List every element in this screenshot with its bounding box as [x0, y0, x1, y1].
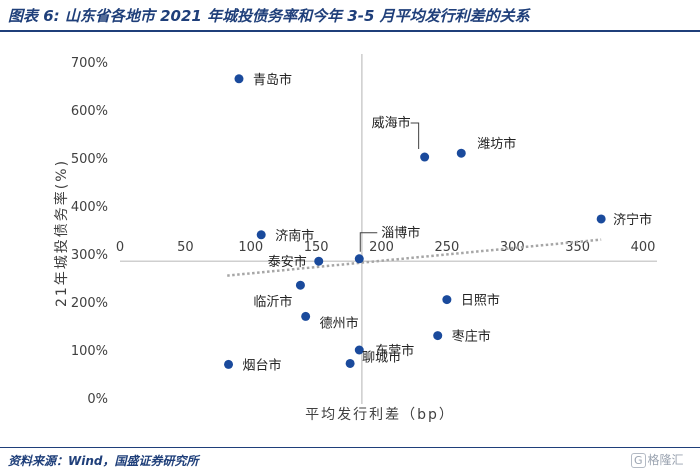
point-label: 济南市 [275, 228, 314, 244]
x-tick-label: 400 [631, 240, 656, 255]
point-label: 泰安市 [268, 254, 307, 270]
data-point [314, 256, 324, 266]
point-label: 临沂市 [253, 294, 292, 310]
data-point [256, 230, 266, 240]
data-point [354, 254, 364, 264]
label-leader-line [359, 232, 378, 252]
data-points [224, 74, 606, 369]
x-tick-labels: 050100150200250300350400 [116, 240, 656, 255]
y-tick-label: 300% [71, 248, 108, 263]
y-tick-label: 600% [71, 104, 108, 119]
point-label: 淄博市 [381, 225, 420, 241]
point-label: 东营市 [375, 343, 414, 359]
point-label: 德州市 [320, 315, 359, 331]
y-axis-label: 21年城投债务率(%) [53, 159, 70, 307]
data-point [354, 345, 364, 355]
y-tick-label: 400% [71, 200, 108, 215]
data-point [224, 359, 234, 369]
figure-title: 图表 6: 山东省各地市 2021 年城投债务率和今年 3-5 月平均发行利差的… [8, 7, 530, 25]
point-label: 威海市 [372, 115, 411, 131]
x-axis-label: 平均发行利差（bp） [305, 407, 455, 423]
y-tick-label: 0% [87, 392, 108, 407]
data-point [295, 280, 305, 290]
watermark-text: 格隆汇 [647, 453, 684, 467]
x-tick-label: 0 [116, 240, 124, 255]
source-note: 资料来源：Wind，国盛证券研究所 [8, 454, 199, 468]
y-tick-label: 500% [71, 152, 108, 167]
x-tick-label: 350 [565, 240, 590, 255]
point-label: 济宁市 [613, 212, 652, 228]
point-label: 聊城市 [362, 349, 401, 365]
point-label: 烟台市 [243, 357, 282, 373]
x-tick-label: 200 [369, 240, 394, 255]
data-point [234, 74, 244, 84]
data-point [456, 148, 466, 158]
point-label: 日照市 [461, 293, 500, 309]
point-label: 青岛市 [253, 72, 292, 88]
y-tick-label: 700% [71, 56, 108, 71]
x-tick-label: 100 [238, 240, 263, 255]
x-tick-label: 50 [177, 240, 194, 255]
data-point [345, 358, 355, 368]
data-point [301, 311, 311, 321]
data-point [442, 295, 452, 305]
data-point [596, 214, 606, 224]
x-tick-label: 250 [434, 240, 459, 255]
point-label: 潍坊市 [477, 136, 516, 152]
watermark: G 格隆汇 [631, 451, 684, 468]
y-tick-label: 100% [71, 344, 108, 359]
x-tick-label: 150 [304, 240, 329, 255]
footer-divider [0, 447, 700, 448]
gelonghui-logo-icon: G [631, 453, 646, 468]
data-point [420, 152, 430, 162]
title-divider [0, 30, 700, 32]
point-label: 枣庄市 [452, 329, 491, 345]
data-point [433, 331, 443, 341]
y-tick-labels: 0% 100% 200% 300% 400% 500% 600% 700% [71, 56, 108, 407]
label-leader-line [410, 122, 420, 150]
y-tick-label: 200% [71, 296, 108, 311]
